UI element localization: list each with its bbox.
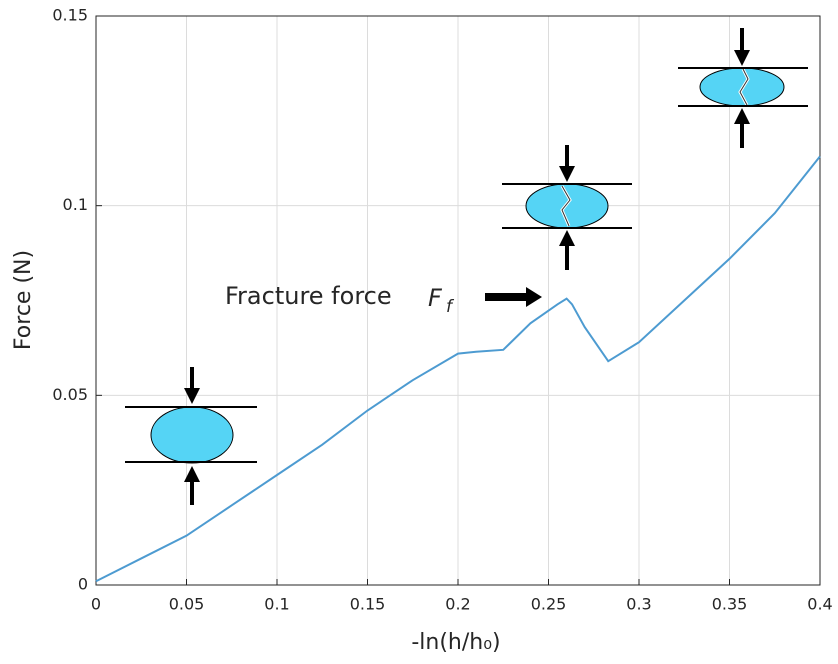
annotation-arrowhead [526, 287, 542, 307]
droplet-illustration [502, 145, 632, 270]
x-axis-label: -ln(h/h₀) [411, 630, 500, 655]
y-tick-label: 0.15 [52, 6, 88, 25]
y-axis-label: Force (N) [11, 250, 36, 350]
droplet-illustration [125, 367, 257, 505]
x-tick-label: 0.05 [169, 595, 205, 614]
x-tick-label: 0.2 [445, 595, 470, 614]
y-tick-label: 0 [78, 575, 88, 594]
x-tick-label: 0.15 [350, 595, 386, 614]
x-tick-label: 0.35 [712, 595, 748, 614]
data-line [95, 155, 821, 583]
y-tick-label: 0.05 [52, 385, 88, 404]
x-tick-label: 0 [91, 595, 101, 614]
x-tick-label: 0.25 [531, 595, 567, 614]
annotation: Fracture force F f [225, 282, 542, 317]
droplet-illustration [678, 28, 808, 148]
annotation-text: Fracture force [225, 282, 392, 310]
x-tick-label: 0.4 [807, 595, 832, 614]
y-tick-label: 0.1 [63, 195, 88, 214]
annotation-symbol: F [428, 284, 443, 312]
annotation-subscript: f [446, 297, 455, 317]
x-tick-label: 0.3 [626, 595, 651, 614]
axes-box [95, 15, 821, 586]
x-tick-label: 0.1 [264, 595, 289, 614]
plot-area: 0 0.05 0.1 0.15 0.2 0.25 0.3 0.35 0.4 0 0.05 0.1 0.1… [52, 6, 832, 614]
